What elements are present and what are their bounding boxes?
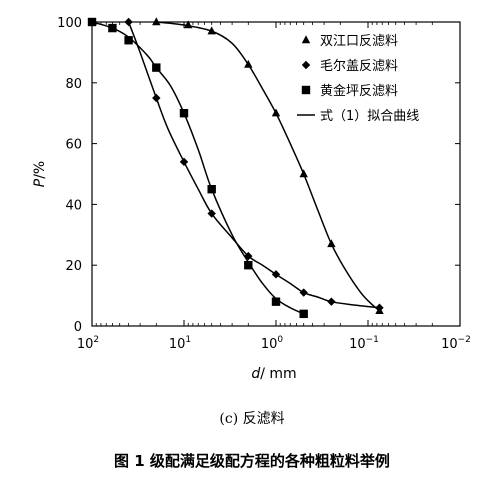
axes: 0 20 40 60 80 100 102 101 100 10−1 10−2 d/ mm P/% [32,16,471,382]
x-tick-label: 100 [261,335,284,352]
y-axis-label: P/% [32,161,48,187]
x-tick-label: 101 [169,335,191,352]
x-tick-label: 10−1 [349,335,379,352]
legend-fit-label: 式（1）拟合曲线 [320,109,419,124]
data-point-diamond [244,251,253,261]
fit-curve-triangle [156,21,380,312]
legend-label: 黄金坪反滤料 [320,83,398,99]
y-tick-label: 0 [74,320,82,335]
data-markers [87,17,384,319]
y-tick-label: 60 [65,138,82,153]
data-point-square [179,109,189,118]
y-tick-label: 40 [65,198,82,213]
data-point-diamond [179,157,189,167]
legend-marker-square [301,85,311,95]
data-point-triangle [207,26,216,35]
data-point-square [271,297,281,306]
data-point-diamond [299,288,308,297]
x-tick-label: 10−2 [441,335,471,352]
plot-frame [91,21,461,327]
data-point-diamond [375,303,384,312]
data-point-triangle [184,20,193,29]
legend-marker-triangle [301,35,311,44]
fit-curve-square [91,21,304,315]
data-point-square [299,309,308,319]
data-point-triangle [327,239,336,248]
x-axis-label: d/ mm [251,366,296,382]
data-point-square [124,36,133,45]
y-tick-label: 100 [57,16,82,31]
figure-caption: 图 1 级配满足级配方程的各种粗粒料举例 [114,452,390,470]
y-tick-label: 80 [65,77,82,92]
data-point-diamond [327,297,336,306]
data-point-diamond [207,209,216,218]
legend-label: 双江口反滤料 [320,34,398,49]
data-point-square [207,185,216,194]
y-tick-label: 20 [65,259,82,274]
data-point-diamond [124,17,133,27]
data-point-diamond [152,93,161,103]
data-point-square [152,63,161,72]
x-tick-label: 102 [77,335,99,352]
legend-label: 毛尔盖反滤料 [320,59,398,74]
data-point-diamond [271,270,281,279]
data-point-triangle [244,59,253,68]
data-point-square [87,17,97,27]
data-point-triangle [152,17,161,26]
data-point-square [108,23,117,33]
subfigure-caption: (c) 反滤料 [219,411,285,427]
legend-marker-diamond [301,60,311,70]
data-point-triangle [271,108,281,117]
data-point-square [244,261,253,270]
gradation-chart: 0 20 40 60 80 100 102 101 100 10−1 10−2 d/ mm P/% 双江… [32,16,471,382]
data-point-triangle [299,169,308,178]
